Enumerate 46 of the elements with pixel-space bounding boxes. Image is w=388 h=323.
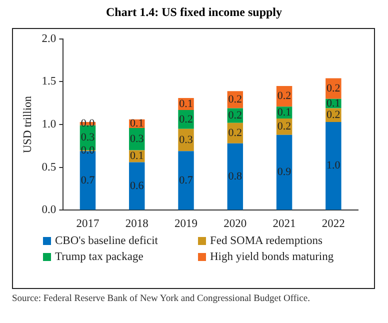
source-note: Source: Federal Reserve Bank of New York and Congressional Budget Office. — [12, 293, 311, 305]
legend-label: CBO's baseline deficit — [55, 235, 158, 247]
y-tick-label: 1.5 — [42, 76, 56, 88]
bar — [129, 162, 145, 210]
bar — [227, 143, 244, 210]
bar — [178, 151, 194, 210]
data-label: 0.3 — [80, 132, 96, 144]
x-tick-label: 2020 — [224, 218, 247, 230]
bar — [326, 122, 342, 210]
data-label: 1.0 — [326, 160, 341, 172]
legend-label: Trump tax package — [55, 251, 144, 263]
data-label: 0.2 — [228, 94, 242, 106]
x-tick-label: 2022 — [322, 218, 346, 230]
y-axis-title: USD trillion — [22, 96, 34, 154]
y-tick-label: 1.0 — [42, 118, 56, 131]
data-label: 0.1 — [179, 98, 193, 110]
chart-title: Chart 1.4: US fixed income supply — [104, 4, 283, 21]
data-label: 0.2 — [326, 109, 340, 122]
data-label: 0.2 — [277, 120, 292, 133]
data-label: 0.8 — [228, 170, 243, 182]
data-label: 0.7 — [179, 174, 194, 186]
data-label: 0.6 — [130, 180, 144, 192]
x-tick-label: 2017 — [76, 218, 100, 230]
x-tick-label: 2021 — [272, 218, 296, 230]
data-label: 0.3 — [179, 134, 194, 146]
data-label: 0.9 — [277, 166, 292, 178]
data-label: 0.0 — [80, 144, 96, 157]
legend-label: High yield bonds maturing — [210, 251, 334, 263]
data-label: 0.1 — [130, 118, 144, 130]
data-label: 0.1 — [326, 97, 340, 110]
data-label: 0.2 — [326, 82, 340, 94]
x-tick-label: 2019 — [174, 218, 198, 230]
legend-label: Fed SOMA redemptions — [210, 235, 322, 247]
x-tick-label: 2018 — [125, 218, 149, 230]
data-label: 0.1 — [130, 150, 144, 162]
y-tick-label: 0.5 — [42, 161, 56, 174]
data-label: 0.2 — [277, 90, 292, 102]
data-label: 0.2 — [228, 127, 242, 140]
data-label: 0.1 — [277, 106, 292, 118]
y-tick-label: 2.0 — [42, 32, 56, 45]
data-label: 0.2 — [228, 109, 242, 122]
data-label: 0.2 — [179, 113, 193, 126]
data-label: 0.7 — [80, 174, 96, 186]
data-label: 0.3 — [130, 133, 144, 145]
bar — [276, 134, 292, 210]
y-tick-label: 0.0 — [42, 204, 56, 216]
